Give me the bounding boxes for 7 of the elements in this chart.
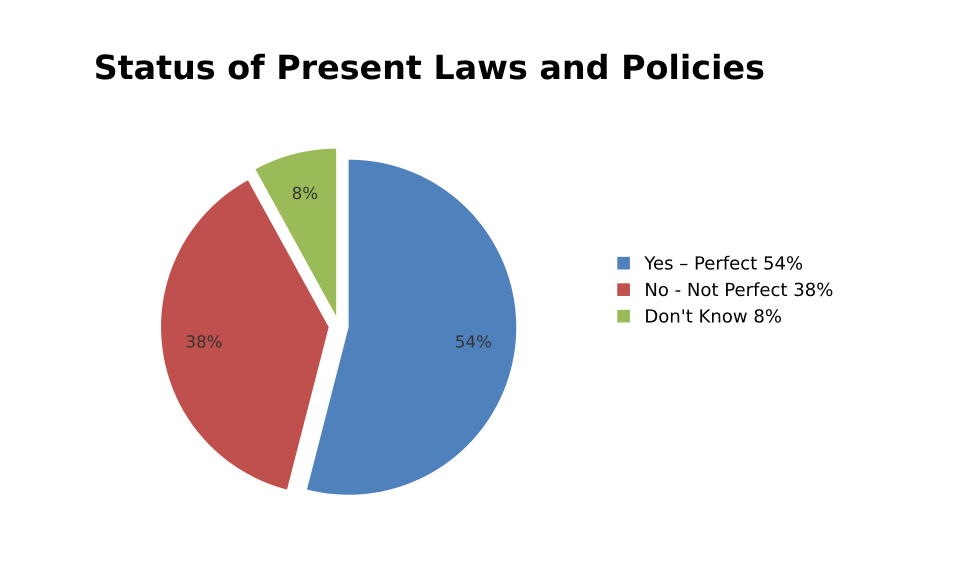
- data-label: 54%: [456, 335, 491, 348]
- legend-label: Yes – Perfect 54%: [644, 256, 802, 270]
- chart-title: Status of Present Laws and Policies: [96, 54, 764, 80]
- data-label: 8%: [292, 186, 318, 200]
- legend-label: Don't Know 8%: [646, 309, 782, 323]
- data-label: 38%: [186, 335, 222, 348]
- legend-label: No - Not Perfect 38%: [646, 282, 832, 296]
